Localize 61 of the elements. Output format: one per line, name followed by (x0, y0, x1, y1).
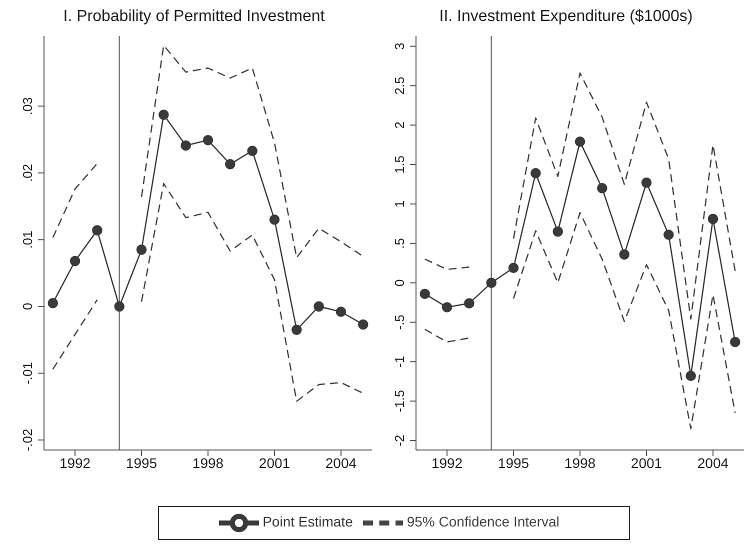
y-tick-label: -2 (392, 434, 407, 446)
point (358, 319, 368, 330)
point (730, 336, 740, 348)
y-tick-label: 0 (392, 279, 407, 286)
point (442, 302, 452, 312)
point (664, 230, 674, 240)
y-tick-label: -1.5 (392, 390, 407, 412)
x-tick-label: 1998 (564, 454, 596, 471)
legend-label: Point Estimate (262, 514, 353, 530)
point (92, 225, 102, 236)
point (574, 136, 586, 147)
point (70, 256, 80, 266)
point (508, 262, 519, 273)
point (136, 244, 147, 255)
point (180, 140, 191, 151)
legend-label: 95% Confidence Interval (406, 514, 560, 530)
y-tick-label: -.02 (20, 428, 35, 452)
point (314, 301, 324, 312)
y-tick-label: .01 (20, 230, 35, 249)
point (202, 135, 214, 146)
point (641, 178, 652, 188)
y-tick-label: -.5 (392, 314, 407, 330)
point (619, 249, 630, 260)
y-tick-label: 2.5 (392, 76, 407, 95)
point (247, 146, 258, 156)
point (158, 110, 169, 120)
point (686, 370, 696, 382)
point (292, 324, 302, 335)
y-tick-label: 1 (392, 200, 407, 208)
point (552, 226, 563, 237)
point (48, 298, 58, 308)
point (708, 214, 718, 224)
point (269, 214, 280, 225)
y-tick-label: 3 (392, 42, 407, 50)
y-tick-label: -.01 (20, 362, 35, 384)
x-tick-label: 1995 (498, 454, 530, 471)
x-tick-label: 2004 (325, 454, 357, 471)
y-tick-label: .02 (20, 164, 35, 182)
y-tick-label: 0 (20, 302, 35, 310)
chart-title: II. Investment Expenditure ($1000s) (438, 8, 694, 27)
point (114, 301, 124, 312)
point (597, 183, 608, 194)
x-tick-label: 2001 (258, 454, 290, 471)
x-tick-label: 2004 (697, 454, 729, 471)
x-tick-label: 1995 (126, 454, 158, 471)
x-tick-label: 2001 (630, 454, 662, 471)
y-tick-label: .5 (392, 238, 407, 249)
x-tick-label: 1992 (59, 454, 91, 471)
point (530, 168, 541, 178)
point (336, 306, 346, 317)
y-tick-label: 1.5 (392, 156, 407, 174)
point (486, 278, 496, 288)
chart-title: I. Probability of Permitted Investment (62, 8, 326, 27)
x-tick-label: 1992 (431, 454, 463, 471)
y-tick-label: -1 (392, 356, 407, 368)
y-tick-label: 2 (392, 121, 407, 129)
y-tick-label: .03 (20, 97, 35, 116)
point (464, 298, 474, 308)
x-tick-label: 1998 (192, 454, 224, 471)
point (420, 288, 430, 300)
point (225, 159, 236, 170)
